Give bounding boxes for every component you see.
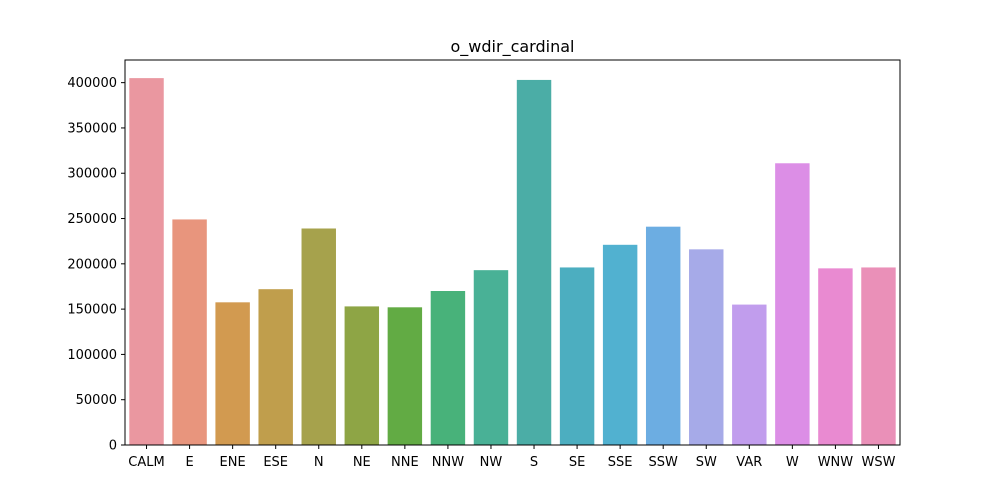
x-tick-label: W xyxy=(786,455,799,470)
bars-group xyxy=(129,78,896,446)
bar-sse xyxy=(602,244,638,445)
chart-title: o_wdir_cardinal xyxy=(451,37,575,57)
x-tick-label: ENE xyxy=(220,455,246,470)
bar-sw xyxy=(689,249,724,445)
bar-wnw xyxy=(818,268,853,445)
x-tick-label: NE xyxy=(353,455,371,470)
x-tick-label: ESE xyxy=(263,455,288,470)
x-tick-label: N xyxy=(314,455,324,470)
y-axis: 0 50000 100000 150000 200000 250000 300000 3500… xyxy=(67,76,125,454)
x-tick-label: NNE xyxy=(391,455,419,470)
y-tick-label: 400000 xyxy=(67,76,117,91)
y-tick-label: 300000 xyxy=(67,167,117,182)
bar-calm xyxy=(129,78,164,445)
x-tick-label: VAR xyxy=(736,455,762,470)
x-tick-label: S xyxy=(530,455,538,470)
y-tick-label: 0 xyxy=(109,439,117,454)
y-tick-label: 150000 xyxy=(67,303,117,318)
y-tick-label: 100000 xyxy=(67,348,117,363)
bar-ese xyxy=(258,289,293,445)
bar-ene xyxy=(215,302,250,445)
x-axis: CALM E ENE ESE N NE NNE NNW NW S SE SSE SSW SW VAR W WNW… xyxy=(128,445,896,470)
bar-s xyxy=(516,79,552,445)
bar-n xyxy=(301,228,336,445)
bar-nnw xyxy=(430,291,466,445)
bar-w xyxy=(775,163,810,446)
bar-ssw xyxy=(645,226,681,445)
x-tick-label: WSW xyxy=(861,455,895,470)
x-tick-label: NNW xyxy=(432,455,464,470)
y-tick-label: 200000 xyxy=(67,257,117,272)
bar-e xyxy=(172,219,207,445)
bar-var xyxy=(732,304,767,445)
x-tick-label: SSE xyxy=(608,455,633,470)
y-tick-label: 350000 xyxy=(67,121,117,136)
x-tick-label: SW xyxy=(696,455,717,470)
x-tick-label: SSW xyxy=(649,455,679,470)
y-tick-label: 250000 xyxy=(67,212,117,227)
x-tick-label: E xyxy=(185,455,193,470)
x-tick-label: WNW xyxy=(818,455,854,470)
plot-frame xyxy=(124,59,901,446)
bar-nw xyxy=(473,270,509,445)
x-tick-label: NW xyxy=(480,455,503,470)
bar-nne xyxy=(387,307,423,445)
bar-ne xyxy=(344,306,380,445)
bar-wsw xyxy=(861,267,896,445)
x-tick-label: CALM xyxy=(128,455,164,470)
y-tick-label: 50000 xyxy=(76,393,117,408)
x-tick-label: SE xyxy=(569,455,585,470)
bar-se xyxy=(559,267,595,445)
